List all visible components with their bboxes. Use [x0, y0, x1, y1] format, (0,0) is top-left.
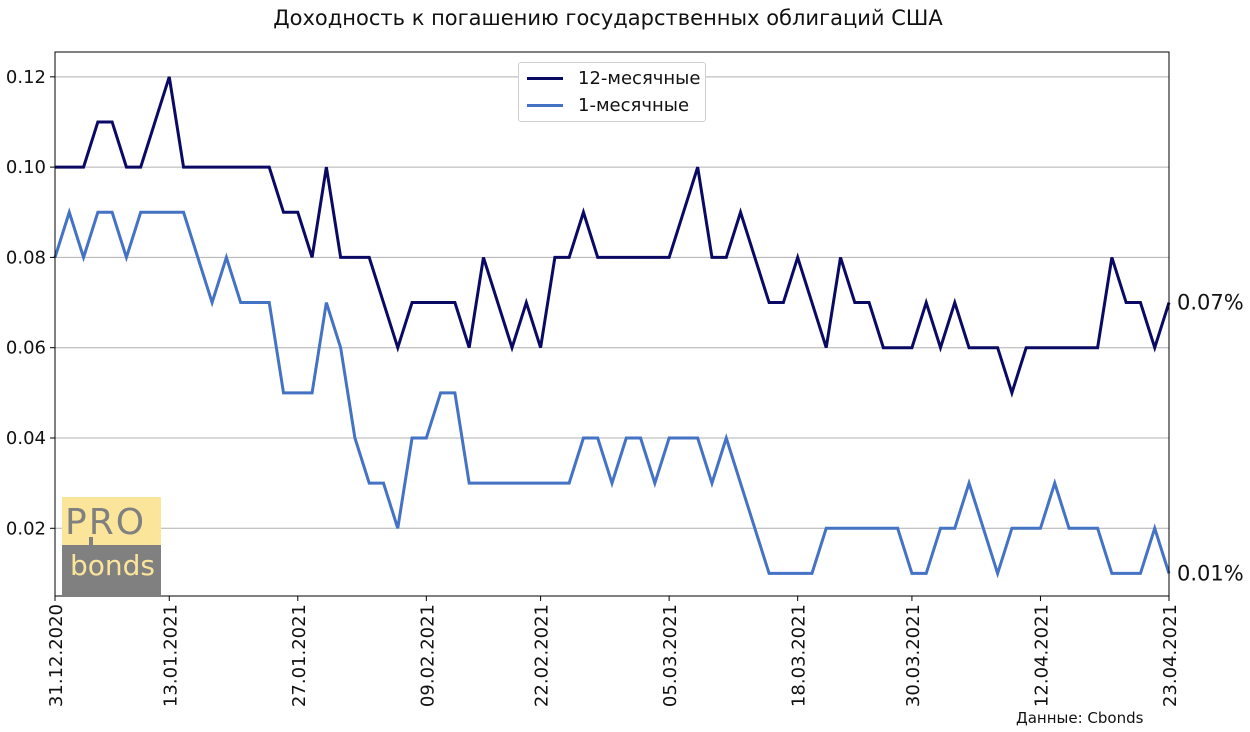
y-tick-label: 0.04: [6, 428, 46, 449]
logo-pro-text: PRO: [65, 502, 147, 543]
x-tick-label: 30.03.2021: [903, 604, 924, 707]
y-tick-label: 0.08: [6, 247, 46, 268]
y-tick-label: 0.06: [6, 338, 46, 359]
logo-bottom-block: [62, 545, 161, 596]
y-tick-label: 0.02: [6, 518, 46, 539]
y-axis: 0.02 0.04 0.06 0.08 0.10 0.12: [6, 67, 55, 539]
plot-frame: [54, 51, 1170, 597]
probonds-logo: PRO bonds: [62, 497, 161, 596]
end-labels: 0.07% 0.01%: [1177, 291, 1244, 586]
legend: 12-месячные 1-месячные: [518, 62, 706, 122]
legend-swatch-1m: [527, 103, 563, 107]
gridlines: [55, 76, 1169, 529]
logo-connector: [89, 537, 93, 551]
x-tick-label: 22.02.2021: [532, 604, 553, 707]
x-tick-label: 18.03.2021: [789, 604, 810, 707]
x-tick-label: 09.02.2021: [417, 604, 438, 707]
logo-bonds-text: bonds: [70, 549, 156, 582]
source-note: Данные: Cbonds: [1016, 709, 1144, 727]
end-label-1: 0.01%: [1177, 561, 1244, 585]
series-lines: [53, 76, 1171, 579]
logo-top-block: [62, 497, 161, 545]
legend-label-12m: 12-месячные: [578, 67, 701, 89]
series-line-0: [55, 76, 1171, 398]
legend-swatch-12m: [527, 76, 563, 80]
end-label-0: 0.07%: [1177, 291, 1244, 315]
series-line-1: [53, 207, 1171, 579]
x-tick-label: 12.04.2021: [1031, 604, 1052, 707]
y-tick-label: 0.12: [6, 67, 46, 88]
x-tick-label: 27.01.2021: [289, 604, 310, 707]
x-axis: 31.12.2020 13.01.2021 27.01.2021 09.02.2021…: [46, 596, 1181, 707]
legend-item-12m: 12-месячные: [527, 67, 700, 89]
x-tick-label: 13.01.2021: [160, 604, 181, 707]
legend-label-1m: 1-месячные: [578, 94, 690, 116]
chart-title: Доходность к погашению государственных о…: [273, 6, 943, 30]
x-tick-label: 05.03.2021: [660, 604, 681, 707]
y-tick-label: 0.10: [6, 157, 46, 178]
legend-item-1m: 1-месячные: [527, 94, 689, 116]
x-tick-label: 31.12.2020: [46, 604, 67, 707]
x-tick-label: 23.04.2021: [1160, 604, 1181, 707]
